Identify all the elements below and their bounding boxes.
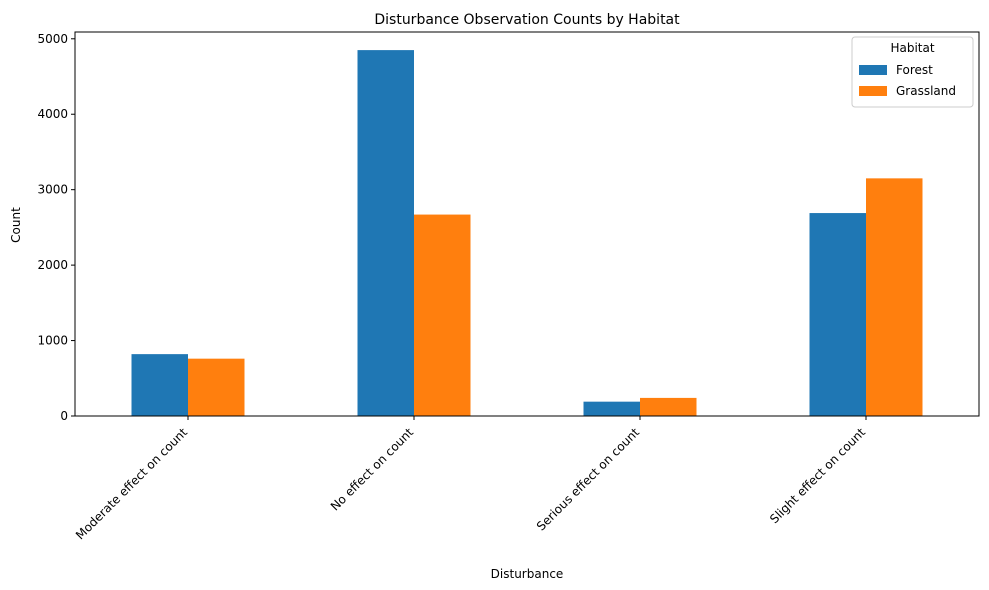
- plot-area: 0 1000 2000 3000 4000 5000 Moderate effect on …: [37, 31, 980, 542]
- y-axis-label: Count: [9, 207, 23, 243]
- bar-forest-1: [131, 354, 188, 416]
- y-tick-label: 5000: [37, 32, 68, 46]
- y-tick-label: 2000: [37, 258, 68, 272]
- bar-forest-4: [809, 213, 866, 416]
- legend-label-grassland: Grassland: [896, 84, 956, 98]
- x-tick-label: Serious effect on count: [534, 425, 642, 533]
- legend-swatch-grassland: [859, 86, 887, 96]
- legend-swatch-forest: [859, 65, 887, 75]
- y-tick-label: 0: [60, 409, 68, 423]
- bar-grassland-1: [188, 358, 245, 416]
- plot-frame: [74, 31, 980, 417]
- bar-forest-3: [583, 401, 640, 416]
- x-tick-label: No effect on count: [328, 425, 417, 514]
- x-axis-label: Disturbance: [491, 567, 564, 581]
- y-tick-label: 3000: [37, 183, 68, 197]
- legend: Habitat Forest Grassland: [851, 36, 974, 108]
- x-tick-label: Slight effect on count: [767, 425, 868, 526]
- legend-label-forest: Forest: [896, 63, 933, 77]
- bar-grassland-4: [866, 178, 923, 416]
- x-tick-label: Moderate effect on count: [73, 425, 190, 542]
- bar-grassland-2: [414, 214, 471, 416]
- bar-grassland-3: [640, 397, 697, 416]
- bar-forest-2: [357, 50, 414, 417]
- chart-title: Disturbance Observation Counts by Habita…: [374, 12, 680, 28]
- legend-title: Habitat: [890, 41, 934, 55]
- y-tick-label: 1000: [37, 334, 68, 348]
- y-tick-label: 4000: [37, 107, 68, 121]
